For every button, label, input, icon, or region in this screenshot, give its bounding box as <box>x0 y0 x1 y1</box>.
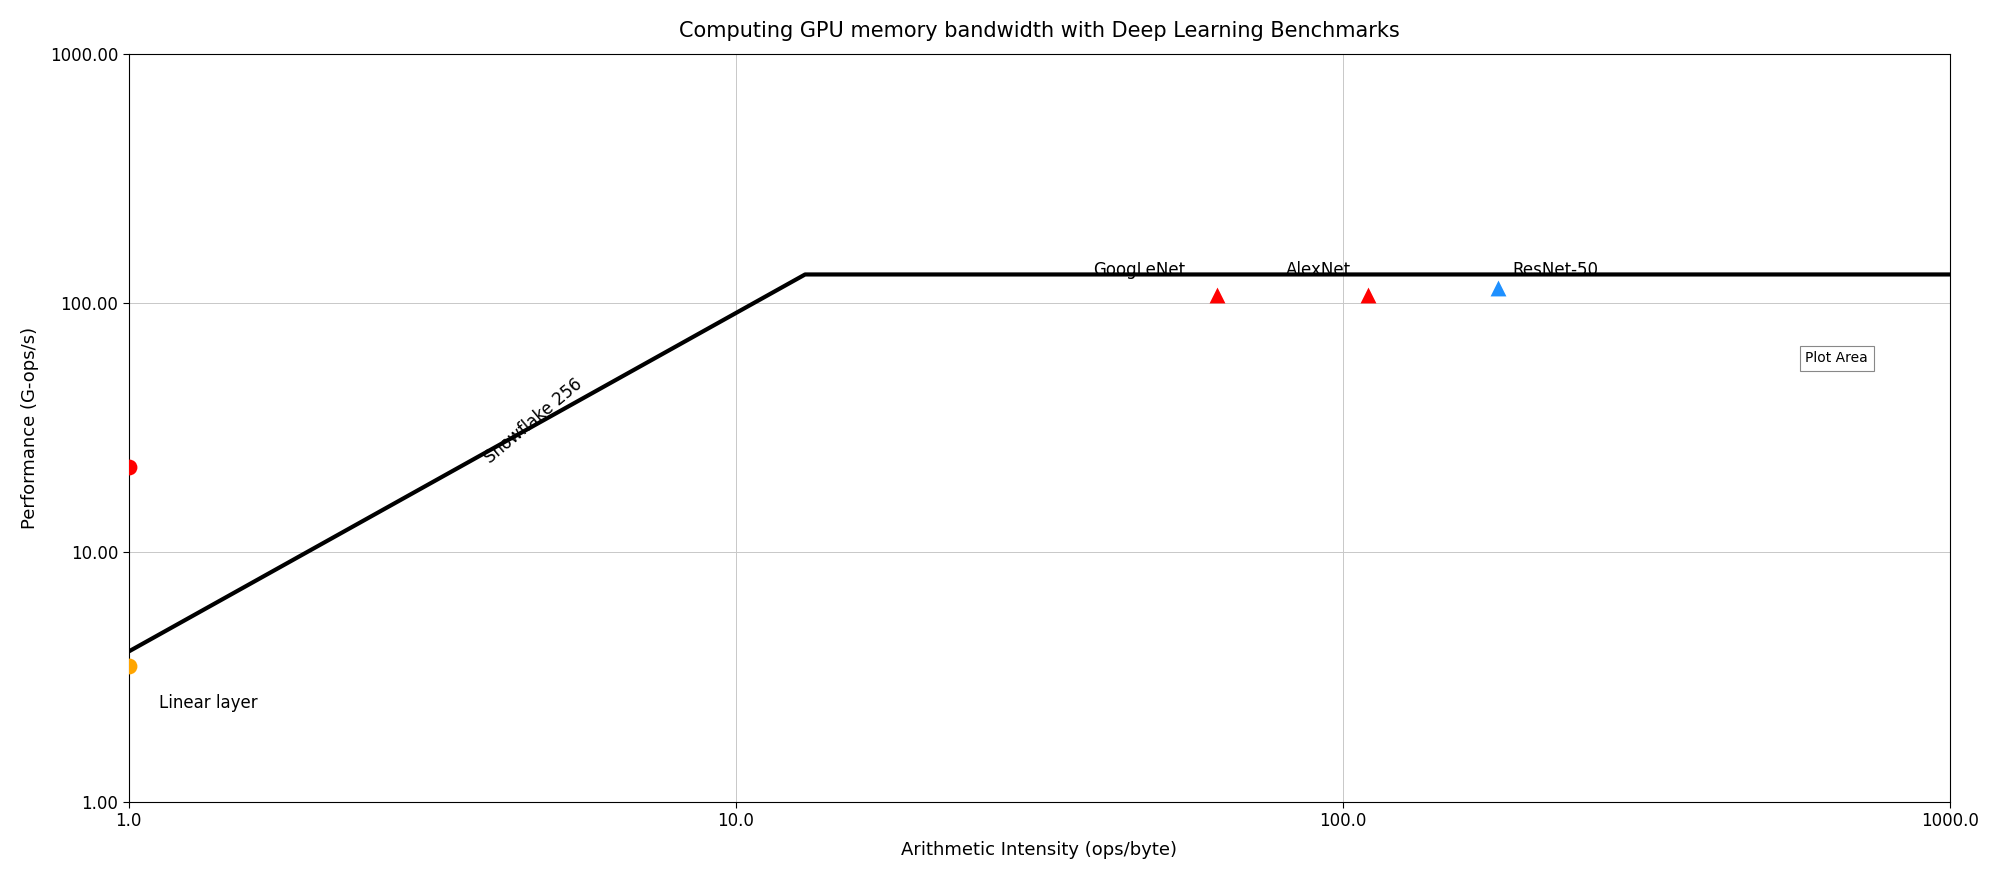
Text: Snowflake 256: Snowflake 256 <box>480 375 586 467</box>
Text: GoogLeNet: GoogLeNet <box>1094 260 1186 279</box>
Point <box>112 460 144 474</box>
Point <box>112 659 144 673</box>
Text: Plot Area: Plot Area <box>1806 351 1868 365</box>
Text: AlexNet: AlexNet <box>1286 260 1350 279</box>
Text: ResNet-50: ResNet-50 <box>1512 260 1598 279</box>
Point <box>1352 288 1384 302</box>
Text: Linear layer: Linear layer <box>158 694 258 712</box>
Title: Computing GPU memory bandwidth with Deep Learning Benchmarks: Computing GPU memory bandwidth with Deep… <box>680 21 1400 40</box>
Y-axis label: Performance (G-ops/s): Performance (G-ops/s) <box>20 326 38 529</box>
Point <box>1482 281 1514 295</box>
X-axis label: Arithmetic Intensity (ops/byte): Arithmetic Intensity (ops/byte) <box>902 841 1178 859</box>
Point <box>1202 288 1234 302</box>
